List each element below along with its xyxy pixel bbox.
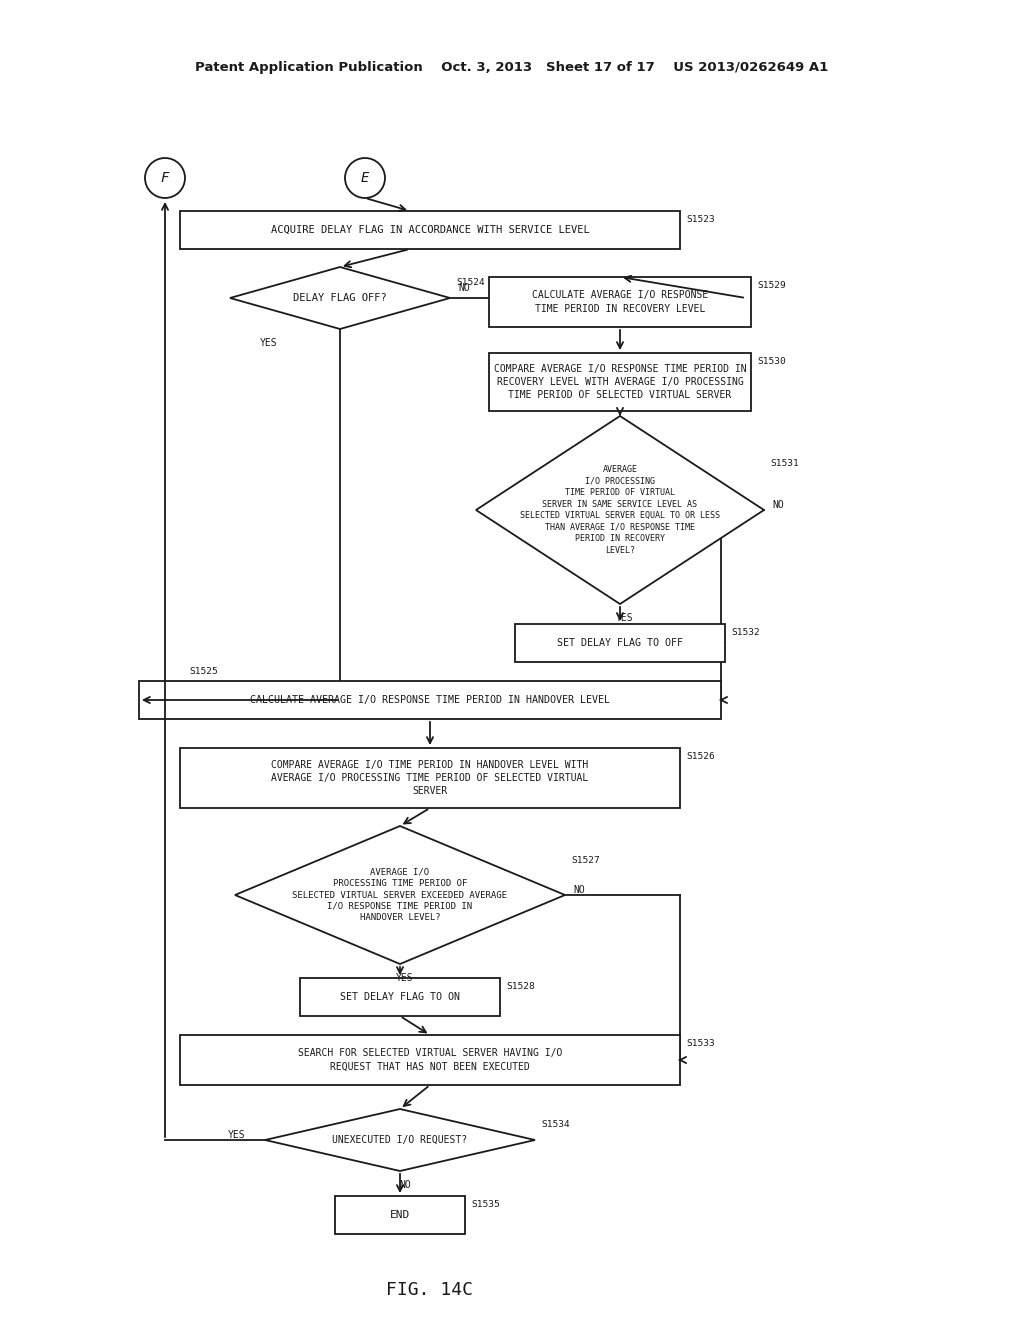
Text: COMPARE AVERAGE I/O TIME PERIOD IN HANDOVER LEVEL WITH
AVERAGE I/O PROCESSING TI: COMPARE AVERAGE I/O TIME PERIOD IN HANDO… [271,760,589,796]
Circle shape [345,158,385,198]
Text: YES: YES [396,973,414,983]
Text: YES: YES [260,338,278,348]
Text: COMPARE AVERAGE I/O RESPONSE TIME PERIOD IN
RECOVERY LEVEL WITH AVERAGE I/O PROC: COMPARE AVERAGE I/O RESPONSE TIME PERIOD… [494,364,746,400]
Text: NO: NO [772,500,783,510]
Text: END: END [390,1210,411,1220]
Text: SEARCH FOR SELECTED VIRTUAL SERVER HAVING I/O
REQUEST THAT HAS NOT BEEN EXECUTED: SEARCH FOR SELECTED VIRTUAL SERVER HAVIN… [298,1048,562,1072]
Text: S1529: S1529 [757,281,785,290]
Text: SET DELAY FLAG TO OFF: SET DELAY FLAG TO OFF [557,638,683,648]
Bar [180,748,680,808]
Text: NO: NO [573,884,585,895]
Bar [489,277,751,327]
Text: S1534: S1534 [541,1119,569,1129]
Text: E: E [360,172,370,185]
Circle shape [145,158,185,198]
Text: ACQUIRE DELAY FLAG IN ACCORDANCE WITH SERVICE LEVEL: ACQUIRE DELAY FLAG IN ACCORDANCE WITH SE… [270,224,590,235]
Text: S1531: S1531 [770,458,799,467]
Bar [489,352,751,411]
Text: S1524: S1524 [456,279,484,286]
Text: SET DELAY FLAG TO ON: SET DELAY FLAG TO ON [340,993,460,1002]
Bar [180,211,680,249]
Text: UNEXECUTED I/O REQUEST?: UNEXECUTED I/O REQUEST? [333,1135,468,1144]
Polygon shape [230,267,450,329]
Text: F: F [161,172,169,185]
Text: S1525: S1525 [189,667,218,676]
Text: CALCULATE AVERAGE I/O RESPONSE TIME PERIOD IN HANDOVER LEVEL: CALCULATE AVERAGE I/O RESPONSE TIME PERI… [250,696,610,705]
Text: Patent Application Publication    Oct. 3, 2013   Sheet 17 of 17    US 2013/02626: Patent Application Publication Oct. 3, 2… [196,62,828,74]
Polygon shape [234,826,565,964]
Text: S1523: S1523 [686,215,715,224]
Text: CALCULATE AVERAGE I/O RESPONSE
TIME PERIOD IN RECOVERY LEVEL: CALCULATE AVERAGE I/O RESPONSE TIME PERI… [531,290,709,314]
Text: YES: YES [616,612,634,623]
Text: FIG. 14C: FIG. 14C [386,1280,473,1299]
Polygon shape [476,416,764,605]
Text: DELAY FLAG OFF?: DELAY FLAG OFF? [293,293,387,304]
Text: S1526: S1526 [686,752,715,762]
Text: S1533: S1533 [686,1039,715,1048]
Text: NO: NO [458,282,470,293]
Bar [335,1196,465,1234]
Bar [139,681,721,719]
Bar [300,978,500,1016]
Text: AVERAGE
I/O PROCESSING
TIME PERIOD OF VIRTUAL
SERVER IN SAME SERVICE LEVEL AS
SE: AVERAGE I/O PROCESSING TIME PERIOD OF VI… [520,466,720,554]
Text: S1532: S1532 [731,628,760,638]
Text: S1530: S1530 [757,356,785,366]
Text: NO: NO [399,1180,411,1191]
Text: AVERAGE I/O
PROCESSING TIME PERIOD OF
SELECTED VIRTUAL SERVER EXCEEDED AVERAGE
I: AVERAGE I/O PROCESSING TIME PERIOD OF SE… [293,867,508,923]
Polygon shape [265,1109,535,1171]
Bar [180,1035,680,1085]
Text: YES: YES [227,1130,245,1140]
Text: S1527: S1527 [571,855,600,865]
Bar [515,624,725,663]
Text: S1535: S1535 [471,1200,500,1209]
Text: S1528: S1528 [506,982,535,991]
